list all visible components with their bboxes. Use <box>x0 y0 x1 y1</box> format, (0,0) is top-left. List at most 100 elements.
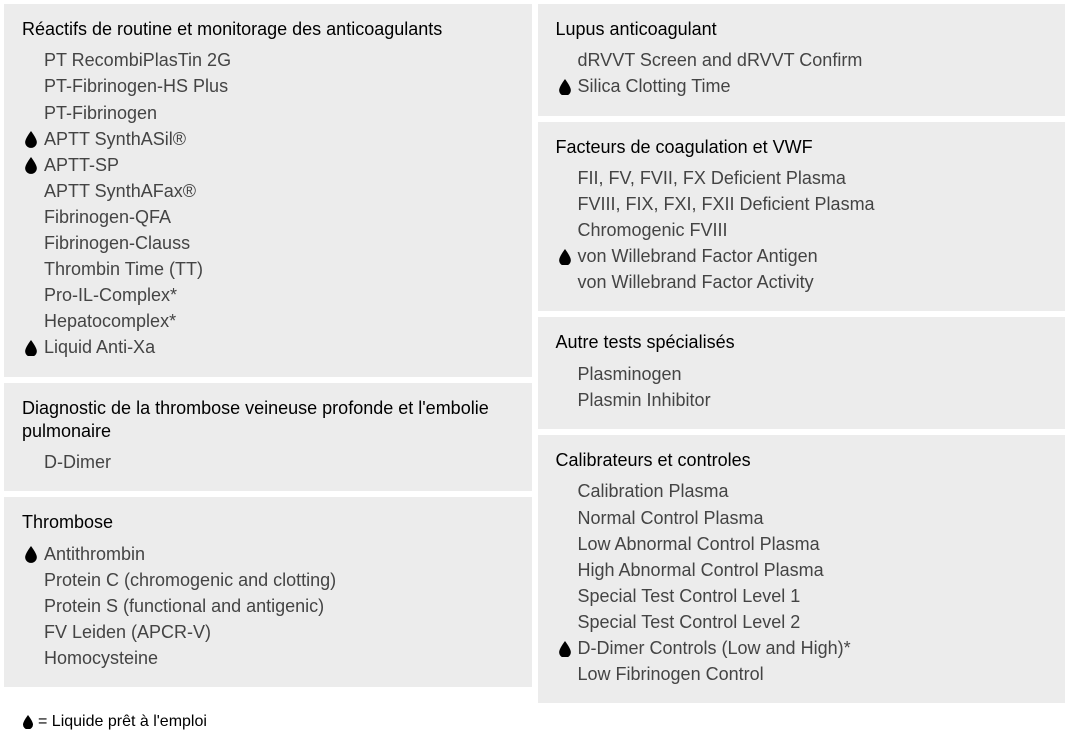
list-item: Fibrinogen-QFA <box>22 204 514 230</box>
list-item: Protein S (functional and antigenic) <box>22 593 514 619</box>
list-item: PT-Fibrinogen <box>22 100 514 126</box>
item-list: FII, FV, FVII, FX Deficient Plasma FVIII,… <box>556 165 1048 295</box>
left-column: Réactifs de routine et monitorage des an… <box>4 4 532 703</box>
category-panel: Lupus anticoagulant dRVVT Screen and dRVV… <box>538 4 1066 116</box>
list-item: FII, FV, FVII, FX Deficient Plasma <box>556 165 1048 191</box>
item-label: PT-Fibrinogen <box>44 103 157 123</box>
list-item: von Willebrand Factor Antigen <box>556 243 1048 269</box>
item-label: APTT-SP <box>44 155 119 175</box>
category-panel: Thrombose Antithrombin Protein C (chromoge… <box>4 497 532 687</box>
drop-icon <box>558 76 572 92</box>
item-label: Low Fibrinogen Control <box>578 664 764 684</box>
item-list: Plasminogen Plasmin Inhibitor <box>556 361 1048 413</box>
right-column: Lupus anticoagulant dRVVT Screen and dRVV… <box>538 4 1066 703</box>
item-label: FII, FV, FVII, FX Deficient Plasma <box>578 168 846 188</box>
list-item: APTT-SP <box>22 152 514 178</box>
list-item: D-Dimer <box>22 449 514 475</box>
category-panel: Diagnostic de la thrombose veineuse prof… <box>4 383 532 492</box>
list-item: dRVVT Screen and dRVVT Confirm <box>556 47 1048 73</box>
panel-title: Facteurs de coagulation et VWF <box>556 136 1048 159</box>
list-item: Special Test Control Level 2 <box>556 609 1048 635</box>
item-label: Antithrombin <box>44 544 145 564</box>
item-label: D-Dimer Controls (Low and High)* <box>578 638 851 658</box>
list-item: Homocysteine <box>22 645 514 671</box>
item-label: Special Test Control Level 1 <box>578 586 801 606</box>
list-item: Low Abnormal Control Plasma <box>556 531 1048 557</box>
item-label: Plasmin Inhibitor <box>578 390 711 410</box>
item-label: D-Dimer <box>44 452 111 472</box>
list-item: Thrombin Time (TT) <box>22 256 514 282</box>
item-label: Liquid Anti-Xa <box>44 337 155 357</box>
list-item: High Abnormal Control Plasma <box>556 557 1048 583</box>
item-label: Fibrinogen-QFA <box>44 207 171 227</box>
panel-title: Calibrateurs et controles <box>556 449 1048 472</box>
drop-icon <box>24 155 38 171</box>
list-item: Plasminogen <box>556 361 1048 387</box>
panel-title: Autre tests spécialisés <box>556 331 1048 354</box>
panel-title: Réactifs de routine et monitorage des an… <box>22 18 514 41</box>
panel-title: Lupus anticoagulant <box>556 18 1048 41</box>
item-label: Chromogenic FVIII <box>578 220 728 240</box>
list-item: FV Leiden (APCR-V) <box>22 619 514 645</box>
list-item: PT-Fibrinogen-HS Plus <box>22 73 514 99</box>
list-item: Plasmin Inhibitor <box>556 387 1048 413</box>
category-panel: Autre tests spécialisésPlasminogenPlasmi… <box>538 317 1066 429</box>
list-item: Pro-IL-Complex* <box>22 282 514 308</box>
list-item: von Willebrand Factor Activity <box>556 269 1048 295</box>
item-label: PT-Fibrinogen-HS Plus <box>44 76 228 96</box>
list-item: Special Test Control Level 1 <box>556 583 1048 609</box>
list-item: FVIII, FIX, FXI, FXII Deficient Plasma <box>556 191 1048 217</box>
item-label: Low Abnormal Control Plasma <box>578 534 820 554</box>
panel-title: Thrombose <box>22 511 514 534</box>
drop-icon <box>24 337 38 353</box>
item-list: PT RecombiPlasTin 2G PT-Fibrinogen-HS Plu… <box>22 47 514 360</box>
list-item: Silica Clotting Time <box>556 73 1048 99</box>
item-label: Fibrinogen-Clauss <box>44 233 190 253</box>
item-label: Hepatocomplex* <box>44 311 176 331</box>
item-label: Pro-IL-Complex* <box>44 285 177 305</box>
list-item: Hepatocomplex* <box>22 308 514 334</box>
item-list: Calibration Plasma Normal Control Plasma L… <box>556 478 1048 687</box>
item-label: FVIII, FIX, FXI, FXII Deficient Plasma <box>578 194 875 214</box>
category-panel: Facteurs de coagulation et VWF FII, FV, F… <box>538 122 1066 312</box>
item-label: Homocysteine <box>44 648 158 668</box>
list-item: Fibrinogen-Clauss <box>22 230 514 256</box>
drop-icon <box>24 129 38 145</box>
list-item: Calibration Plasma <box>556 478 1048 504</box>
list-item: Protein C (chromogenic and clotting) <box>22 567 514 593</box>
item-label: Protein C (chromogenic and clotting) <box>44 570 336 590</box>
legend: = Liquide prêt à l'emploi <box>4 713 1065 731</box>
item-list: dRVVT Screen and dRVVT Confirm Silica Clo… <box>556 47 1048 99</box>
drop-icon <box>558 638 572 654</box>
item-label: Normal Control Plasma <box>578 508 764 528</box>
item-label: Protein S (functional and antigenic) <box>44 596 324 616</box>
category-panel: Calibrateurs et controles Calibration Pla… <box>538 435 1066 703</box>
item-list: Antithrombin Protein C (chromogenic and c… <box>22 541 514 671</box>
drop-icon <box>22 715 34 729</box>
list-item: Liquid Anti-Xa <box>22 334 514 360</box>
item-label: Special Test Control Level 2 <box>578 612 801 632</box>
two-column-layout: Réactifs de routine et monitorage des an… <box>4 4 1065 703</box>
item-label: von Willebrand Factor Activity <box>578 272 814 292</box>
list-item: Antithrombin <box>22 541 514 567</box>
list-item: Low Fibrinogen Control <box>556 661 1048 687</box>
item-label: High Abnormal Control Plasma <box>578 560 824 580</box>
item-label: von Willebrand Factor Antigen <box>578 246 818 266</box>
list-item: Chromogenic FVIII <box>556 217 1048 243</box>
item-label: Calibration Plasma <box>578 481 729 501</box>
item-label: FV Leiden (APCR-V) <box>44 622 211 642</box>
list-item: APTT SynthAFax® <box>22 178 514 204</box>
drop-icon <box>558 246 572 262</box>
item-label: dRVVT Screen and dRVVT Confirm <box>578 50 863 70</box>
item-label: PT RecombiPlasTin 2G <box>44 50 231 70</box>
list-item: PT RecombiPlasTin 2G <box>22 47 514 73</box>
item-list: D-Dimer <box>22 449 514 475</box>
item-label: Plasminogen <box>578 364 682 384</box>
list-item: APTT SynthASil® <box>22 126 514 152</box>
item-label: APTT SynthAFax® <box>44 181 196 201</box>
item-label: Thrombin Time (TT) <box>44 259 203 279</box>
category-panel: Réactifs de routine et monitorage des an… <box>4 4 532 377</box>
item-label: APTT SynthASil® <box>44 129 186 149</box>
panel-title: Diagnostic de la thrombose veineuse prof… <box>22 397 514 444</box>
legend-text: = Liquide prêt à l'emploi <box>38 713 207 731</box>
